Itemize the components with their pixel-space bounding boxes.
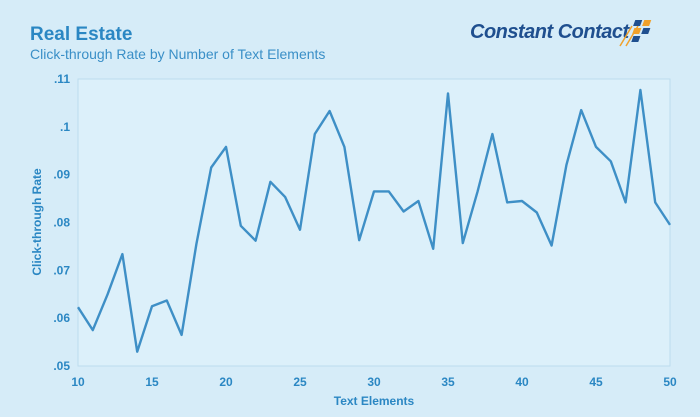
y-tick-label: .07 xyxy=(53,263,70,277)
y-tick-label: .05 xyxy=(53,359,70,373)
x-tick-label: 40 xyxy=(515,375,529,389)
chart-subtitle: Click-through Rate by Number of Text Ele… xyxy=(30,46,326,62)
y-tick-label: .11 xyxy=(54,72,70,86)
logo-mark-icon xyxy=(619,20,652,47)
y-tick-label: .08 xyxy=(53,216,70,230)
y-axis-title: Click-through Rate xyxy=(30,168,44,276)
y-tick-label: .1 xyxy=(60,120,70,134)
series-line xyxy=(76,88,672,353)
x-tick-label: 50 xyxy=(663,375,677,389)
x-tick-label: 20 xyxy=(219,375,233,389)
x-tick-label: 25 xyxy=(293,375,307,389)
chart-title: Real Estate xyxy=(30,24,133,45)
plot-area xyxy=(77,78,671,367)
x-axis-title: Text Elements xyxy=(334,394,415,408)
y-tick-label: .06 xyxy=(53,311,70,325)
logo-text: Constant Contact xyxy=(470,21,629,43)
constant-contact-logo: Constant Contact xyxy=(470,18,680,50)
y-tick-label: .09 xyxy=(53,168,70,182)
x-tick-label: 30 xyxy=(367,375,381,389)
x-tick-label: 45 xyxy=(589,375,603,389)
x-tick-label: 35 xyxy=(441,375,455,389)
x-tick-label: 15 xyxy=(145,375,159,389)
x-tick-label: 10 xyxy=(71,375,85,389)
